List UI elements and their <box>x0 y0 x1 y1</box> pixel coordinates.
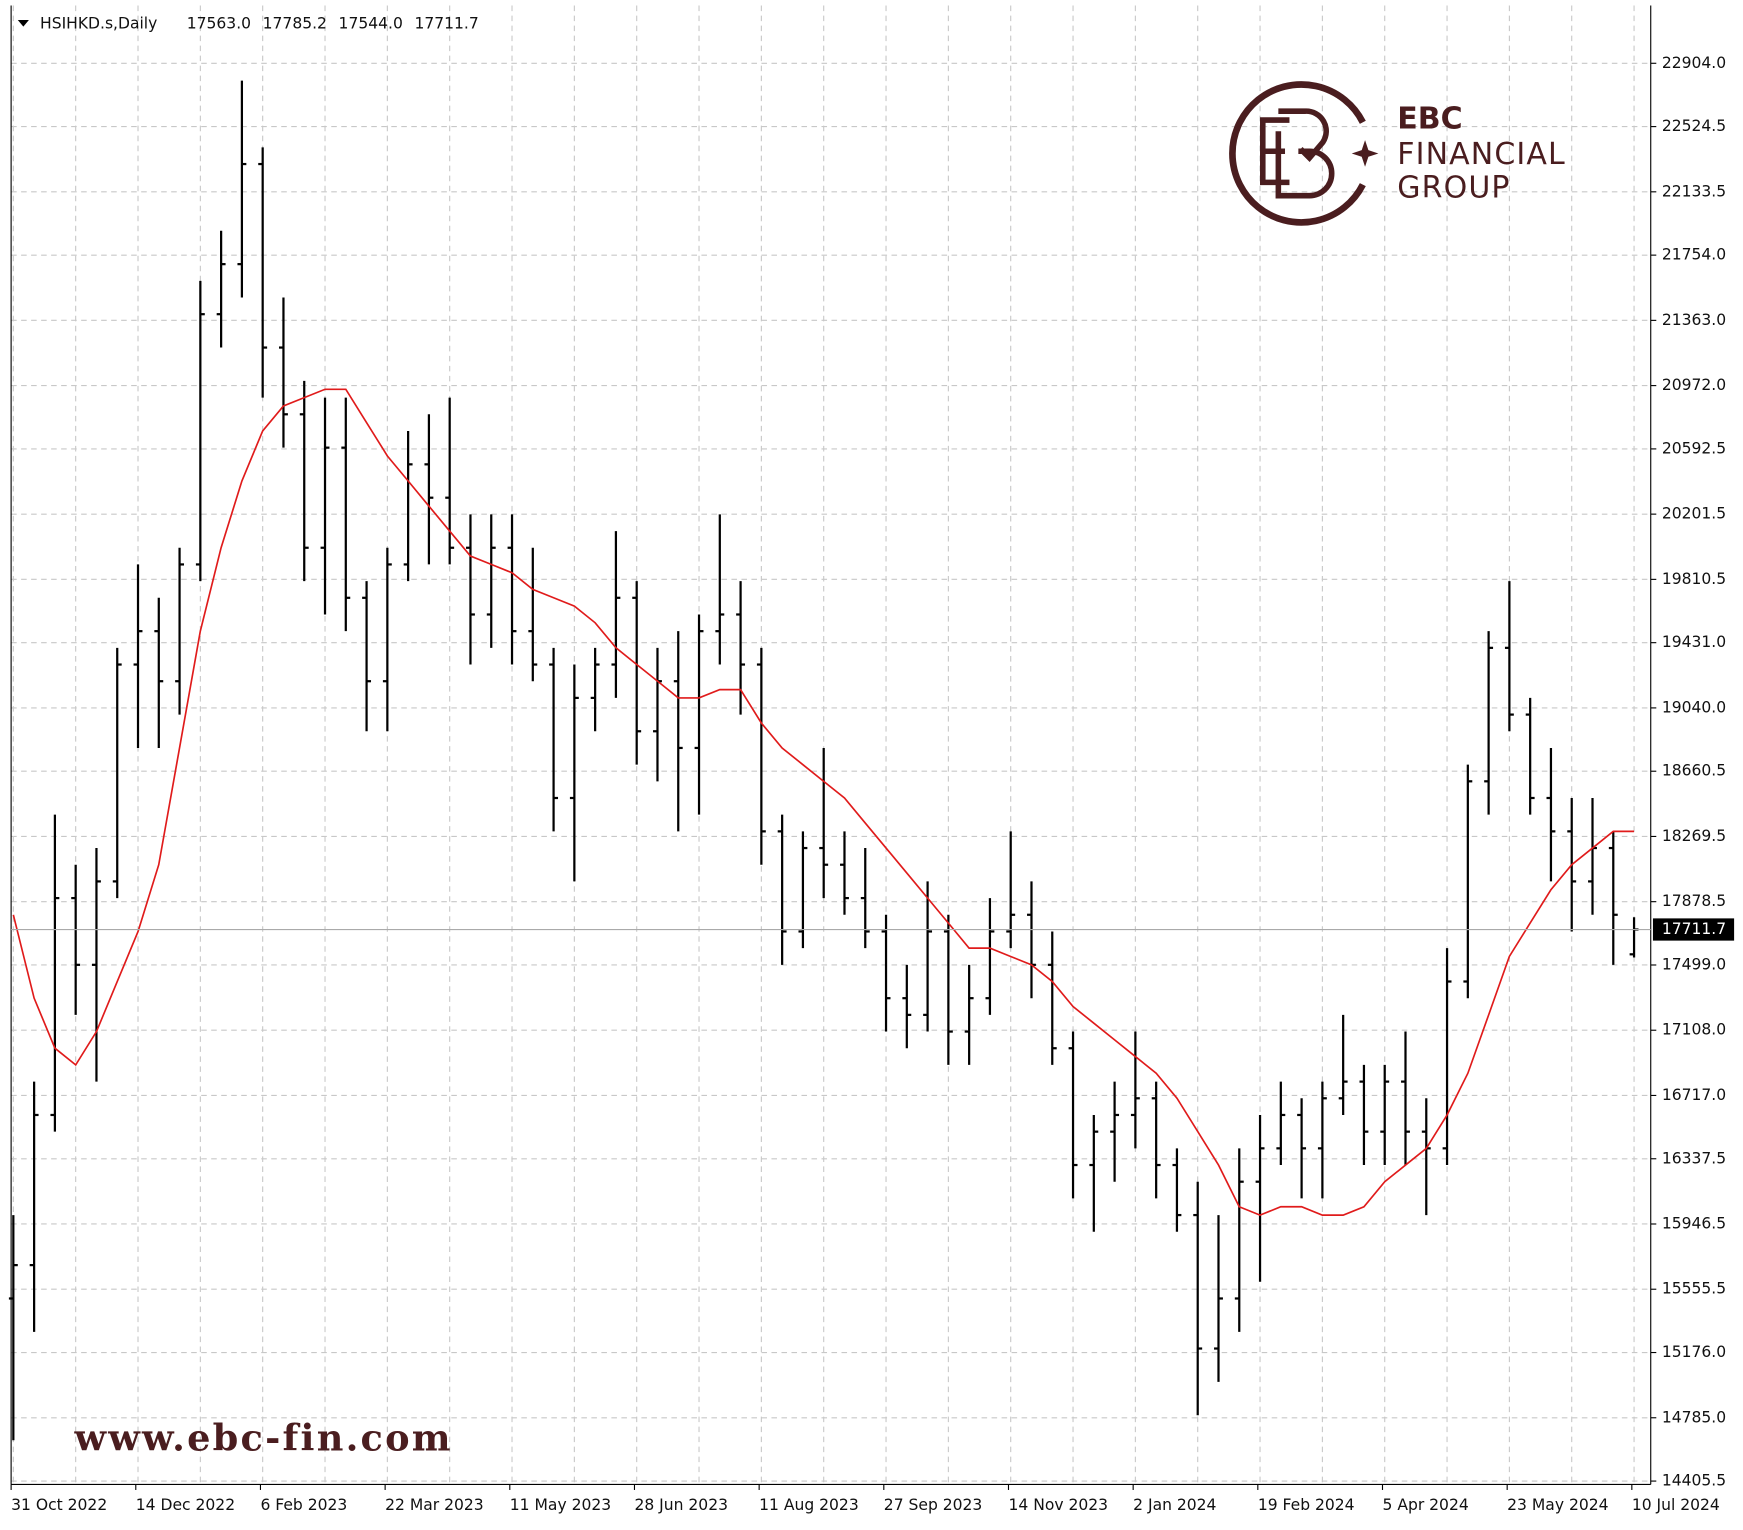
symbol-menu[interactable] <box>17 20 29 27</box>
x-tick-label: 28 Jun 2023 <box>634 1496 728 1514</box>
y-tick-label: 22904.0 <box>1662 54 1726 72</box>
logo <box>1229 81 1379 226</box>
y-tick-label: 17499.0 <box>1662 955 1726 973</box>
logo-text: FINANCIAL <box>1397 137 1566 172</box>
y-tick-label: 15555.5 <box>1662 1280 1726 1298</box>
x-tick-label: 11 Aug 2023 <box>759 1496 859 1514</box>
x-tick-label: 2 Jan 2024 <box>1133 1496 1216 1514</box>
chart-header: HSIHKD.s,Daily 17563.0 17785.2 17544.0 1… <box>40 14 479 32</box>
y-tick-label: 20201.5 <box>1662 505 1726 523</box>
y-tick-label: 19040.0 <box>1662 698 1726 716</box>
x-tick-label: 31 Oct 2022 <box>11 1496 107 1514</box>
y-tick-label: 15946.5 <box>1662 1214 1726 1232</box>
x-tick-label: 23 May 2024 <box>1507 1496 1608 1514</box>
moving-average <box>12 388 1635 1217</box>
x-tick-label: 19 Feb 2024 <box>1258 1496 1355 1514</box>
y-tick-label: 22133.5 <box>1662 182 1726 200</box>
y-tick-label: 14405.5 <box>1662 1472 1726 1490</box>
x-tick-label: 6 Feb 2023 <box>260 1496 347 1514</box>
y-tick-label: 19810.5 <box>1662 570 1726 588</box>
x-tick-label: 27 Sep 2023 <box>884 1496 983 1514</box>
header-value: 17711.7 <box>414 14 478 32</box>
logo-ring <box>1229 81 1366 226</box>
x-tick-label: 5 Apr 2024 <box>1382 1496 1468 1514</box>
logo-text: GROUP <box>1397 171 1510 206</box>
watermark: www.ebc-fin.com <box>73 1417 452 1460</box>
y-tick-label: 18660.5 <box>1662 762 1726 780</box>
y-tick-label: 17108.0 <box>1662 1021 1726 1039</box>
x-tick-label: 14 Nov 2023 <box>1008 1496 1108 1514</box>
y-tick-label: 22524.5 <box>1662 117 1726 135</box>
grid <box>11 5 1651 1485</box>
y-tick-label: 20592.5 <box>1662 439 1726 457</box>
header-value: 17785.2 <box>263 14 327 32</box>
y-tick-label: 16337.5 <box>1662 1149 1726 1167</box>
x-tick-label: 11 May 2023 <box>510 1496 611 1514</box>
x-tick-label: 22 Mar 2023 <box>385 1496 484 1514</box>
header-value: 17544.0 <box>339 14 403 32</box>
logo-star <box>1351 140 1379 167</box>
marks <box>8 80 1639 1441</box>
logo-text: EBC <box>1397 102 1462 137</box>
x-tick-label: 10 Jul 2024 <box>1632 1496 1720 1514</box>
logo-glyph <box>1260 108 1335 199</box>
y-tick-label: 17878.5 <box>1662 892 1726 910</box>
current-price-tag <box>1652 918 1735 941</box>
y-tick-label: 19431.0 <box>1662 633 1726 651</box>
y-tick-label: 16717.0 <box>1662 1086 1726 1104</box>
y-tick-label: 20972.0 <box>1662 376 1726 394</box>
y-tick-label: 15176.0 <box>1662 1343 1726 1361</box>
y-tick-label: 21363.0 <box>1662 311 1726 329</box>
y-tick-label: 18269.5 <box>1662 827 1726 845</box>
current-price-label: 17711.7 <box>1662 920 1726 938</box>
y-tick-label: 14785.0 <box>1662 1408 1726 1426</box>
symbol: HSIHKD.s,Daily <box>40 14 157 32</box>
header-value: 17563.0 <box>187 14 251 32</box>
y-tick-label: 21754.0 <box>1662 246 1726 264</box>
x-tick-label: 14 Dec 2022 <box>136 1496 235 1514</box>
